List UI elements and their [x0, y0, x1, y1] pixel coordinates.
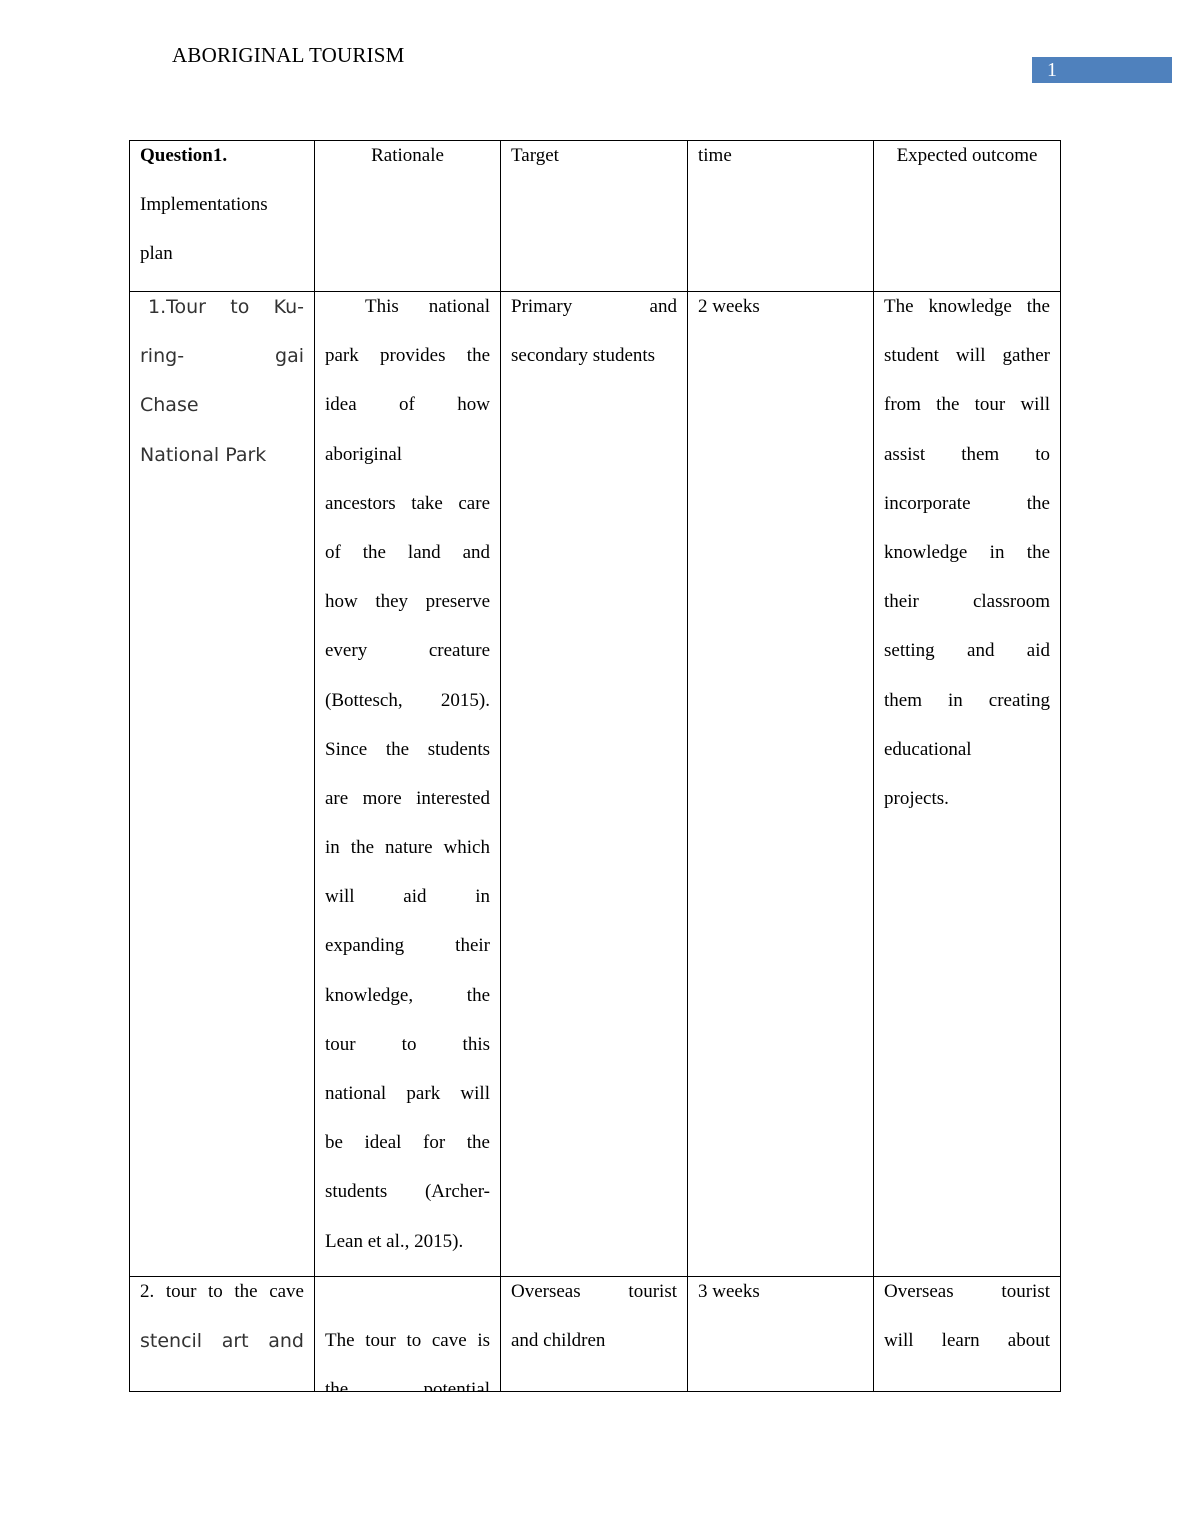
cell-line: will aid in: [325, 886, 490, 908]
cell-line: are more interested: [325, 787, 490, 809]
cell-line: Lean et al., 2015).: [325, 1230, 464, 1252]
cell-target: Primary and secondary students: [500, 291, 688, 1277]
cell-line: Question1.: [140, 145, 228, 166]
header-cell-time: time: [687, 140, 874, 292]
cell-line: (Bottesch, 2015).: [325, 689, 490, 711]
cell-line: [325, 1279, 490, 1328]
cell-line: from the tour will: [884, 394, 1050, 416]
cell-line: 3 weeks: [698, 1281, 760, 1302]
cell-line: time: [698, 145, 732, 166]
cell-rationale: This national park provides the idea of ho…: [314, 291, 501, 1277]
cell-line: projects.: [884, 787, 949, 809]
cell-time: 3 weeks: [687, 1276, 874, 1392]
header-cell-activity: Question1. Implementations plan: [129, 140, 315, 292]
cell-activity: 2. tour to the cave stencil art and: [129, 1276, 315, 1392]
cell-target: Overseas tourist and children: [500, 1276, 688, 1392]
cell-line: expanding their: [325, 935, 490, 957]
cell-line: will learn about: [884, 1330, 1050, 1352]
cell-line: setting and aid: [884, 640, 1050, 662]
cell-line: Target: [511, 145, 559, 166]
running-header: ABORIGINAL TOURISM: [172, 43, 405, 67]
cell-line: ancestors take care: [325, 492, 490, 514]
cell-line: 1.Tour to Ku-: [148, 296, 304, 318]
cell-line: Chase: [140, 394, 199, 417]
cell-line: Overseas tourist: [511, 1281, 677, 1302]
header-cell-expected-outcome: Expected outcome: [873, 140, 1061, 292]
cell-line: Expected outcome: [896, 145, 1038, 166]
cell-line: incorporate the: [884, 492, 1050, 514]
cell-line: assist them to: [884, 443, 1050, 465]
cell-line: 2. tour to the cave: [140, 1281, 304, 1302]
cell-line: stencil art and: [140, 1330, 304, 1353]
cell-line: of the land and: [325, 541, 490, 563]
cell-line: knowledge, the: [325, 984, 490, 1006]
cell-line: Overseas tourist: [884, 1281, 1050, 1302]
cell-line: student will gather: [884, 345, 1050, 367]
cell-line: knowledge in the: [884, 541, 1050, 563]
cell-line: every creature: [325, 640, 490, 662]
cell-expected-outcome: The knowledge the student will gather from…: [873, 291, 1061, 1277]
cell-line: park provides the: [325, 345, 490, 367]
cell-line: and children: [511, 1330, 606, 1352]
cell-activity: 1.Tour to Ku-ring- gai Chase National Park: [129, 291, 315, 1277]
cell-line: aboriginal: [325, 443, 403, 465]
cell-line: Rationale: [371, 145, 444, 166]
cell-line: This national: [365, 296, 490, 317]
cell-line: Implementations: [140, 194, 268, 216]
cell-line: tour to this: [325, 1033, 490, 1055]
cell-line: The knowledge the: [884, 296, 1050, 317]
cell-line: educational: [884, 738, 972, 760]
page-number: 1: [1032, 57, 1172, 83]
cell-line: secondary students: [511, 345, 656, 367]
cell-rationale: The tour to cave is the potential: [314, 1276, 501, 1392]
header-cell-rationale: Rationale: [314, 140, 501, 292]
cell-line: in the nature which: [325, 837, 490, 859]
cell-line: ring- gai: [140, 345, 304, 368]
cell-line: them in creating: [884, 689, 1050, 711]
cell-line: the potential: [325, 1379, 490, 1392]
cell-line: 2 weeks: [698, 296, 760, 317]
cell-line: their classroom: [884, 591, 1050, 613]
cell-line: students (Archer-: [325, 1181, 490, 1203]
cell-line: how they preserve: [325, 591, 490, 613]
cell-line: be ideal for the: [325, 1132, 490, 1154]
cell-time: 2 weeks: [687, 291, 874, 1277]
cell-line: plan: [140, 243, 173, 265]
cell-line: National Park: [140, 443, 267, 466]
header-cell-target: Target: [500, 140, 688, 292]
cell-line: The tour to cave is: [325, 1330, 490, 1352]
cell-line: Since the students: [325, 738, 490, 760]
cell-line: national park will: [325, 1083, 490, 1104]
cell-line: idea of how: [325, 394, 490, 416]
cell-line: Primary and: [511, 296, 677, 317]
cell-expected-outcome: Overseas tourist will learn about: [873, 1276, 1061, 1392]
